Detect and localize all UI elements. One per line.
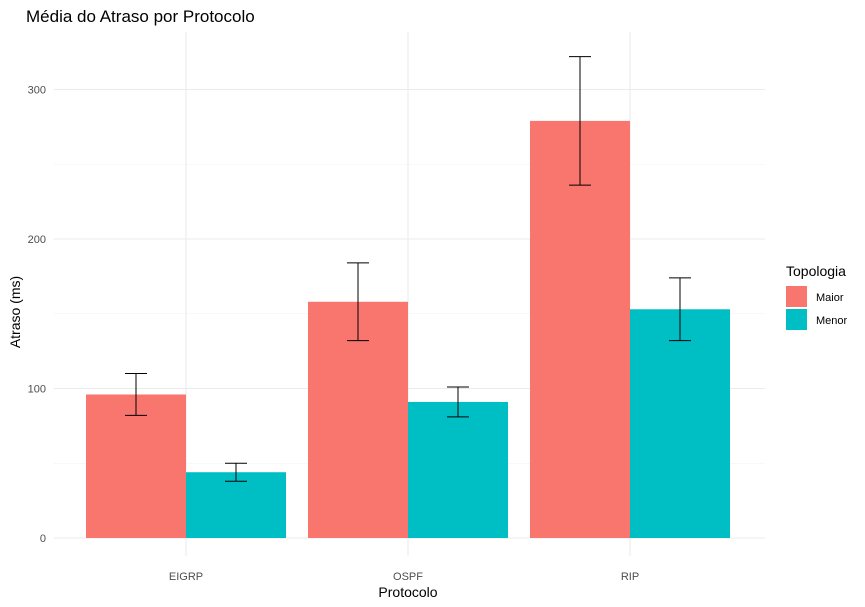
legend-label-maior: Maior: [816, 292, 844, 304]
x-tick-label: OSPF: [393, 571, 423, 583]
error-bar: [347, 262, 369, 342]
legend-title: Topologia: [786, 263, 846, 279]
y-tick-label: 300: [28, 85, 46, 97]
bar-menor-eigrp: [186, 472, 286, 538]
bars: [86, 120, 730, 539]
legend: Topologia Maior Menor: [786, 263, 848, 330]
x-tick-label: RIP: [621, 571, 639, 583]
bar-maior-eigrp: [86, 394, 186, 538]
bar-menor-ospf: [408, 401, 508, 538]
legend-key-menor: [786, 309, 807, 330]
y-axis-title: Atraso (ms): [7, 276, 23, 348]
y-tick-labels: 0 100 200 300: [28, 85, 46, 546]
error-bar: [569, 56, 591, 186]
legend-label-menor: Menor: [816, 315, 848, 327]
y-tick-label: 0: [40, 533, 46, 545]
x-axis-title: Protocolo: [378, 584, 437, 600]
y-tick-label: 100: [28, 384, 46, 396]
bar-maior-rip: [530, 120, 630, 539]
x-tick-labels: EIGRP OSPF RIP: [169, 571, 639, 583]
error-bar: [447, 386, 469, 418]
error-bars: [125, 56, 691, 482]
legend-key-maior: [786, 286, 807, 307]
error-bar: [225, 462, 247, 482]
bar-menor-rip: [630, 309, 730, 538]
chart-title: Média do Atraso por Protocolo: [26, 7, 255, 26]
y-tick-label: 200: [28, 234, 46, 246]
error-bar: [669, 277, 691, 342]
error-bar: [125, 373, 147, 416]
x-tick-label: EIGRP: [169, 571, 203, 583]
